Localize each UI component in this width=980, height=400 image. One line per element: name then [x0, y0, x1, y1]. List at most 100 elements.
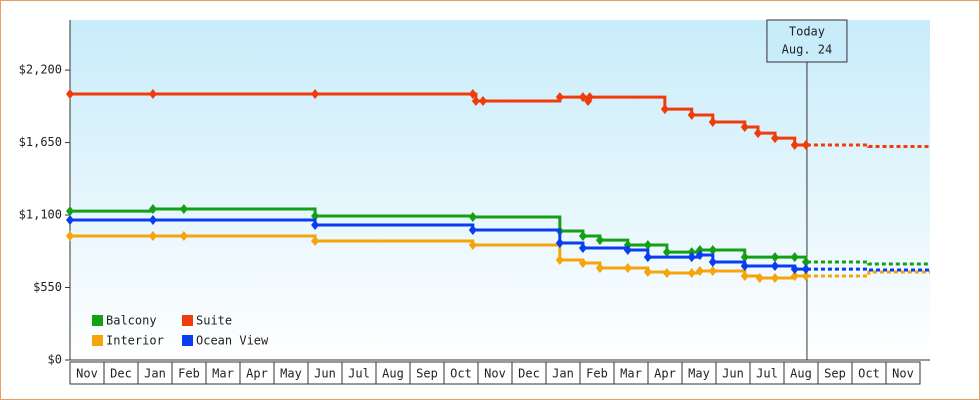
legend-label: Ocean View — [196, 334, 269, 348]
legend-swatch — [92, 335, 103, 346]
point — [148, 203, 157, 214]
point — [311, 210, 320, 221]
legend-swatch — [182, 335, 193, 346]
point — [708, 266, 717, 277]
point — [755, 273, 764, 284]
point — [468, 89, 477, 100]
point — [311, 236, 320, 246]
x-tick-label: Jun — [722, 367, 744, 381]
x-tick-label: Mar — [620, 367, 642, 381]
point — [585, 92, 594, 103]
projection-line — [806, 270, 930, 278]
x-tick-label: May — [688, 367, 710, 381]
point — [643, 252, 652, 263]
point — [662, 247, 671, 258]
x-tick-label: Jan — [552, 367, 574, 381]
x-tick-label: Oct — [450, 367, 472, 381]
plot-area — [70, 20, 930, 360]
y-tick-label: $0 — [48, 353, 62, 367]
x-tick-label: Aug — [790, 367, 812, 381]
point — [708, 256, 717, 267]
x-tick-label: Feb — [178, 367, 200, 381]
point — [66, 215, 74, 226]
today-box — [766, 19, 848, 63]
point — [479, 96, 488, 107]
legend-label: Balcony — [106, 314, 157, 328]
point — [740, 271, 749, 282]
x-tick-label: Aug — [382, 367, 404, 381]
today-label: Today — [789, 25, 825, 39]
x-tick-label: Dec — [518, 367, 540, 381]
y-tick-label: $2,200 — [19, 63, 62, 77]
legend-label: Suite — [196, 314, 232, 328]
point — [555, 254, 564, 265]
point — [623, 263, 632, 274]
point — [179, 203, 188, 214]
point — [695, 244, 704, 255]
point — [179, 230, 188, 241]
point — [754, 128, 762, 139]
today-label: Aug. 24 — [782, 43, 833, 57]
point — [148, 89, 157, 100]
point — [643, 239, 652, 250]
x-tick-label: Jan — [144, 367, 166, 381]
point — [790, 264, 799, 275]
x-tick-label: Jun — [314, 367, 336, 381]
y-tick-label: $1,100 — [19, 208, 62, 222]
point — [578, 230, 587, 241]
x-tick-label: Nov — [76, 367, 98, 381]
month-box — [885, 361, 921, 385]
legend-swatch — [182, 315, 193, 326]
point — [578, 242, 587, 253]
point — [468, 239, 477, 250]
point — [687, 110, 696, 121]
projection-line — [806, 143, 930, 149]
x-tick-label: Oct — [858, 367, 880, 381]
point — [555, 237, 564, 248]
point — [66, 206, 74, 217]
x-tick-label: Jul — [348, 367, 370, 381]
point — [708, 244, 717, 255]
x-tick-label: Feb — [586, 367, 608, 381]
point — [801, 140, 810, 151]
point — [687, 268, 696, 279]
point — [770, 273, 779, 284]
point — [801, 264, 810, 275]
point — [770, 133, 779, 144]
point — [695, 266, 704, 277]
point — [740, 122, 749, 133]
x-tick-label: Jul — [756, 367, 778, 381]
x-tick-label: Dec — [110, 367, 132, 381]
point — [311, 89, 320, 100]
point — [708, 117, 717, 127]
point — [595, 263, 604, 274]
x-tick-label: May — [280, 367, 302, 381]
point — [311, 220, 320, 231]
x-tick-label: Nov — [892, 367, 914, 381]
point — [660, 104, 669, 115]
point — [623, 244, 632, 255]
point — [662, 268, 671, 279]
point — [695, 249, 704, 260]
point — [578, 258, 587, 269]
legend-label: Interior — [106, 334, 164, 348]
x-tick-label: Apr — [246, 367, 268, 381]
point — [468, 225, 477, 236]
point — [66, 230, 74, 241]
x-tick-label: Apr — [654, 367, 676, 381]
x-tick-label: Sep — [416, 367, 438, 381]
point — [770, 261, 779, 272]
y-tick-label: $1,650 — [19, 135, 62, 149]
point — [555, 92, 564, 103]
point — [770, 252, 779, 263]
projection-line — [806, 267, 930, 272]
point — [471, 96, 480, 107]
point — [66, 89, 74, 100]
point — [578, 92, 587, 103]
point — [740, 261, 749, 272]
point — [790, 271, 799, 282]
x-tick-label: Sep — [824, 367, 846, 381]
point — [687, 247, 696, 258]
point — [740, 252, 749, 263]
